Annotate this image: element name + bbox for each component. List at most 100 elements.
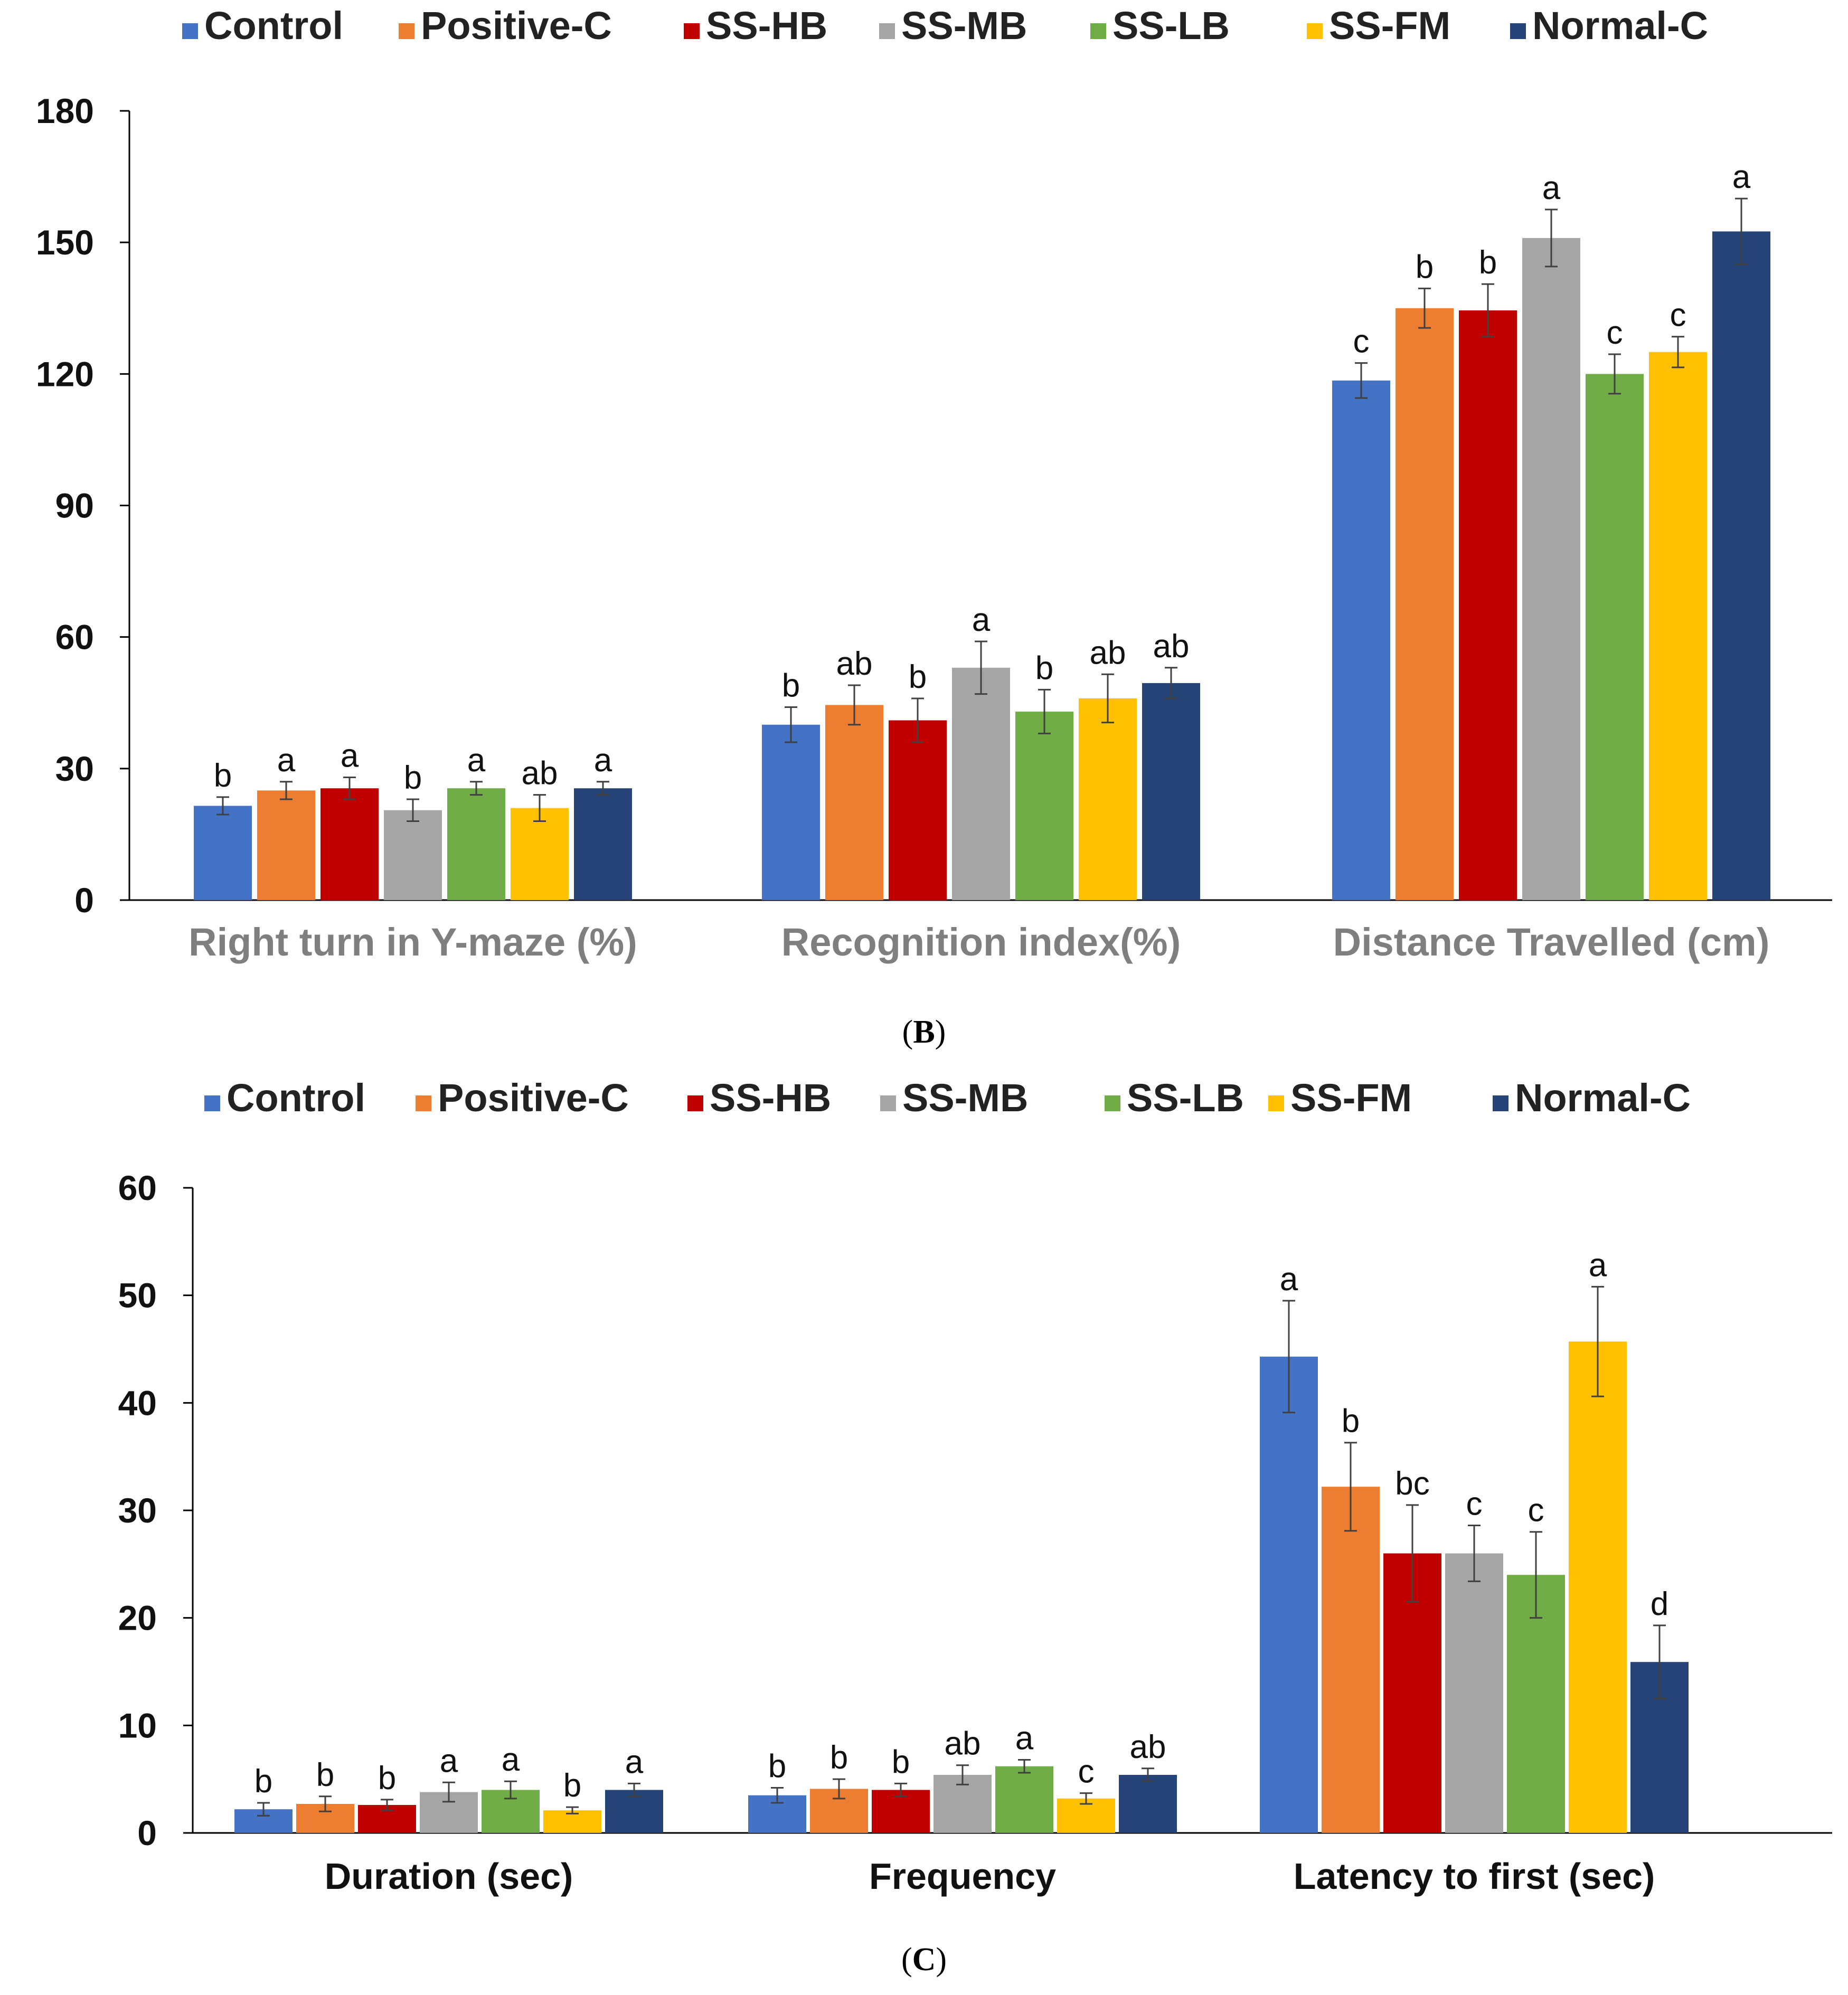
y-tick-label: 180 bbox=[36, 91, 94, 130]
y-tick-label: 30 bbox=[118, 1491, 157, 1530]
legend-label-ss-hb: SS-HB bbox=[710, 1076, 831, 1120]
significance-letter: a bbox=[1280, 1261, 1298, 1298]
bar-normal-c-2 bbox=[1119, 1775, 1177, 1833]
bar-control-3 bbox=[1332, 380, 1390, 900]
legend-label-ss-lb: SS-LB bbox=[1112, 4, 1230, 48]
significance-letter: b bbox=[378, 1760, 396, 1797]
y-tick-label: 60 bbox=[118, 1168, 157, 1207]
bar-ss-fm-3 bbox=[1649, 352, 1707, 900]
legend-swatch-ss-mb bbox=[880, 1095, 896, 1111]
significance-letter: b bbox=[316, 1757, 334, 1793]
axes: 0 30 60 90 120 150 180 bbox=[36, 91, 1832, 920]
significance-letter: b bbox=[830, 1739, 848, 1776]
bar-positive-c-3 bbox=[1396, 308, 1454, 900]
bar-control-3 bbox=[1260, 1356, 1318, 1833]
bar-ss-lb-2 bbox=[1015, 711, 1073, 900]
y-tick-label: 90 bbox=[55, 486, 94, 525]
significance-letter: ab bbox=[1090, 635, 1126, 671]
chart-panel-b: Control Positive-C SS-HB SS-MB SS-LB SS-FM Nor… bbox=[36, 4, 1832, 1050]
significance-letter: b bbox=[563, 1767, 581, 1804]
significance-letter: a bbox=[972, 602, 991, 638]
bar-ss-hb-1 bbox=[320, 788, 379, 900]
bar-positive-c-3 bbox=[1322, 1487, 1380, 1833]
legend-swatch-ss-mb bbox=[879, 23, 895, 39]
significance-letter: bc bbox=[1395, 1465, 1429, 1502]
bar-ss-lb-1 bbox=[447, 788, 505, 900]
panel-letter: B bbox=[913, 1014, 935, 1050]
category-label: Right turn in Y-maze (%) bbox=[188, 920, 637, 964]
legend-swatch-positive-c bbox=[416, 1095, 431, 1111]
legend-label-control: Control bbox=[204, 4, 343, 48]
significance-letter: b bbox=[1342, 1403, 1360, 1440]
significance-letter: b bbox=[909, 659, 927, 695]
bar-ss-fm-2 bbox=[1079, 698, 1137, 900]
significance-letter: a bbox=[502, 1742, 520, 1778]
significance-letter: b bbox=[254, 1763, 272, 1800]
legend-label-ss-mb: SS-MB bbox=[901, 4, 1027, 48]
bar-positive-c-2 bbox=[825, 705, 883, 900]
significance-letter: c bbox=[1607, 315, 1623, 351]
bar-ss-lb-2 bbox=[995, 1766, 1053, 1833]
y-tick-label: 0 bbox=[74, 881, 94, 920]
bar-ss-mb-1 bbox=[384, 810, 442, 900]
legend-swatch-ss-hb bbox=[687, 1095, 703, 1111]
significance-letter: a bbox=[1732, 159, 1751, 195]
legend-label-normal-c: Normal-C bbox=[1515, 1076, 1691, 1120]
bar-normal-c-3 bbox=[1712, 231, 1770, 900]
y-tick-label: 40 bbox=[118, 1383, 157, 1422]
category-label: Recognition index(%) bbox=[781, 920, 1181, 964]
significance-letter: c bbox=[1078, 1754, 1095, 1790]
legend-swatch-normal-c bbox=[1493, 1095, 1508, 1111]
legend-label-ss-mb: SS-MB bbox=[902, 1076, 1028, 1120]
legend-label-ss-hb: SS-HB bbox=[706, 4, 827, 48]
bar-ss-mb-2 bbox=[952, 667, 1010, 900]
significance-letter: d bbox=[1651, 1586, 1668, 1622]
significance-letter: b bbox=[1416, 249, 1434, 285]
significance-letter: ab bbox=[836, 646, 873, 682]
significance-letter: b bbox=[892, 1744, 910, 1780]
legend: Control Positive-C SS-HB SS-MB SS-LB SS-FM Nor… bbox=[182, 4, 1708, 48]
legend-swatch-ss-lb bbox=[1105, 1095, 1120, 1111]
significance-letter: a bbox=[440, 1743, 458, 1779]
significance-letter: a bbox=[341, 738, 359, 774]
significance-letter: c bbox=[1528, 1492, 1544, 1529]
significance-letter: b bbox=[1035, 650, 1053, 686]
bar-positive-c-1 bbox=[257, 790, 315, 900]
significance-letter: c bbox=[1353, 324, 1370, 360]
legend-swatch-ss-fm bbox=[1307, 23, 1323, 39]
significance-letter: a bbox=[1589, 1247, 1607, 1283]
bar-control-2 bbox=[762, 724, 820, 900]
y-tick-label: 0 bbox=[137, 1813, 157, 1852]
bar-ss-mb-3 bbox=[1445, 1553, 1503, 1833]
bar-ss-fm-3 bbox=[1569, 1341, 1627, 1833]
significance-letter: a bbox=[1542, 170, 1561, 206]
significance-letter: b bbox=[782, 668, 800, 704]
significance-letter: ab bbox=[1153, 628, 1190, 665]
significance-letter: a bbox=[1015, 1720, 1034, 1757]
legend-swatch-ss-fm bbox=[1268, 1095, 1284, 1111]
legend-swatch-control bbox=[204, 1095, 220, 1111]
category-label: Distance Travelled (cm) bbox=[1333, 920, 1770, 964]
significance-letter: ab bbox=[522, 755, 558, 792]
bar-normal-c-2 bbox=[1142, 683, 1200, 900]
y-tick-label: 150 bbox=[36, 223, 94, 262]
legend-label-positive-c: Positive-C bbox=[421, 4, 612, 48]
panel-label: (B) bbox=[902, 1014, 946, 1050]
legend-label-ss-fm: SS-FM bbox=[1290, 1076, 1412, 1120]
significance-letter: b bbox=[404, 760, 422, 796]
category-label: Duration (sec) bbox=[325, 1856, 573, 1897]
legend-swatch-control bbox=[182, 23, 198, 39]
y-tick-label: 60 bbox=[55, 618, 94, 657]
bar-ss-hb-3 bbox=[1459, 310, 1517, 900]
y-tick-label: 30 bbox=[55, 749, 94, 788]
significance-letter: a bbox=[625, 1744, 644, 1780]
legend-label-positive-c: Positive-C bbox=[438, 1076, 629, 1120]
legend-swatch-ss-lb bbox=[1090, 23, 1106, 39]
legend-label-ss-lb: SS-LB bbox=[1127, 1076, 1244, 1120]
bar-ss-mb-3 bbox=[1522, 238, 1580, 901]
legend-label-control: Control bbox=[227, 1076, 365, 1120]
bar-ss-lb-3 bbox=[1586, 374, 1644, 900]
panel-label: (C) bbox=[901, 1942, 947, 1978]
